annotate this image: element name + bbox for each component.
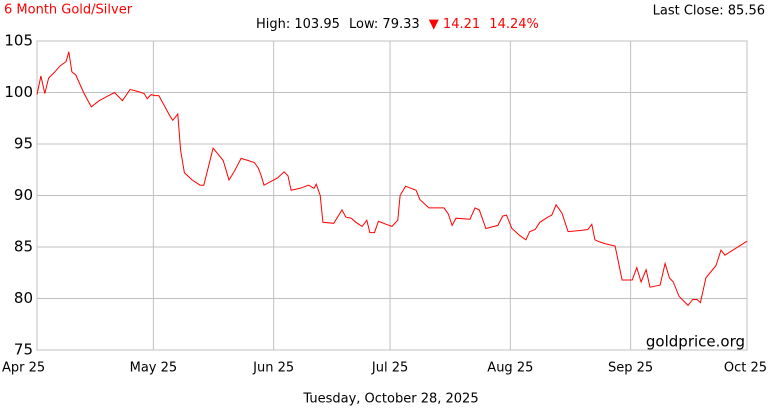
x-tick-label: May 25 bbox=[130, 361, 178, 376]
price-line bbox=[36, 51, 748, 307]
x-tick-label: Jun 25 bbox=[252, 361, 294, 376]
high: High: 103.95 bbox=[256, 17, 340, 32]
change: ▼ 14.21 bbox=[429, 17, 480, 32]
y-tick-label: 80 bbox=[14, 289, 33, 307]
y-tick-label: 90 bbox=[14, 186, 33, 204]
date-label: Tuesday, October 28, 2025 bbox=[302, 392, 478, 407]
y-tick-label: 105 bbox=[4, 32, 33, 50]
y-tick-label: 100 bbox=[4, 83, 33, 101]
change-pct: 14.24% bbox=[489, 17, 539, 32]
x-tick-label: Sep 25 bbox=[608, 361, 653, 376]
watermark: goldprice.org bbox=[646, 333, 745, 351]
chart-title: 6 Month Gold/Silver bbox=[4, 3, 133, 18]
x-tick-label: Aug 25 bbox=[487, 361, 533, 376]
last-close: Last Close: 85.56 bbox=[653, 4, 765, 19]
x-tick-label: Jul 25 bbox=[371, 361, 408, 376]
low: Low: 79.33 bbox=[349, 17, 420, 32]
stats: High: 103.95 Low: 79.33 ▼ 14.21 14.24% bbox=[256, 17, 539, 32]
x-tick-label: Apr 25 bbox=[2, 361, 45, 376]
y-tick-label: 75 bbox=[14, 341, 33, 359]
x-tick-label: Oct 25 bbox=[724, 361, 767, 376]
y-tick-label: 85 bbox=[14, 238, 33, 256]
y-tick-label: 95 bbox=[14, 135, 33, 153]
